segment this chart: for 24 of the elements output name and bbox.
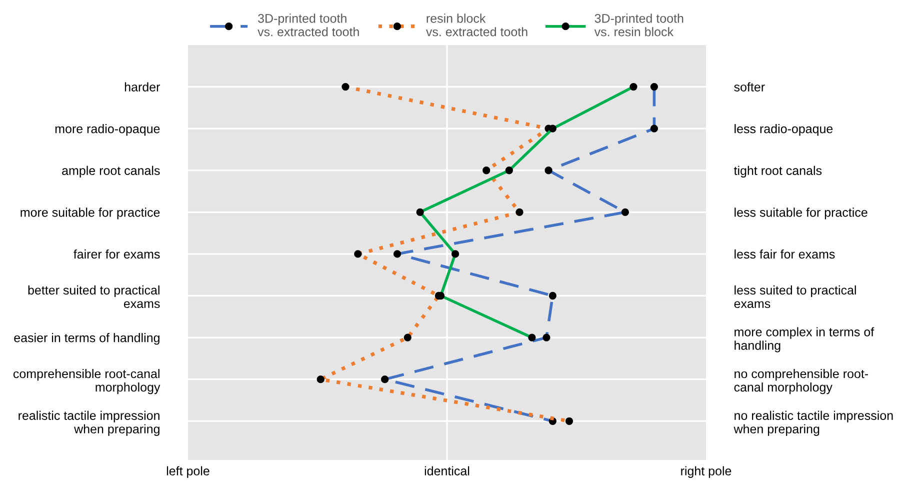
y-tick-label: realistic tactile impression when preparing bbox=[18, 410, 160, 436]
y-tick-label: comprehensible root-canal morphology bbox=[13, 368, 160, 394]
legend-label: 3D-printed tooth vs. resin block bbox=[594, 14, 684, 36]
text: right pole bbox=[681, 466, 732, 478]
y2-tick-label: less fair for exams bbox=[734, 249, 835, 259]
y2-tick-label: less suitable for practice bbox=[734, 208, 868, 220]
y-tick-label: ample root canals bbox=[62, 166, 160, 178]
text: identical bbox=[424, 466, 470, 476]
y2-tick-label: no comprehensible root- canal morphology bbox=[734, 368, 868, 394]
legend-label: 3D-printed tooth vs. extracted tooth bbox=[258, 14, 359, 36]
y-tick-label: more suitable for practice bbox=[20, 208, 160, 220]
y-tick-label: fairer for exams bbox=[74, 249, 160, 259]
y-tick-label: easier in terms of handling bbox=[14, 333, 160, 345]
y-tick-label: better suited to practical exams bbox=[28, 285, 160, 308]
y2-tick-label: no realistic tactile impression when preparing bbox=[734, 410, 893, 436]
y2-tick-label: less suited to practical exams bbox=[734, 285, 856, 308]
y-tick-label: harder bbox=[124, 82, 160, 92]
y2-tick-label: tight root canals bbox=[734, 166, 822, 178]
legend-label: resin block vs. extracted tooth bbox=[426, 14, 528, 36]
text: left pole bbox=[166, 466, 210, 478]
y2-tick-label: more complex in terms of handling bbox=[734, 327, 874, 352]
y-tick-label: more radio-opaque bbox=[55, 124, 160, 136]
y2-tick-label: less radio-opaque bbox=[734, 124, 833, 136]
y2-tick-label: softer bbox=[734, 82, 765, 92]
